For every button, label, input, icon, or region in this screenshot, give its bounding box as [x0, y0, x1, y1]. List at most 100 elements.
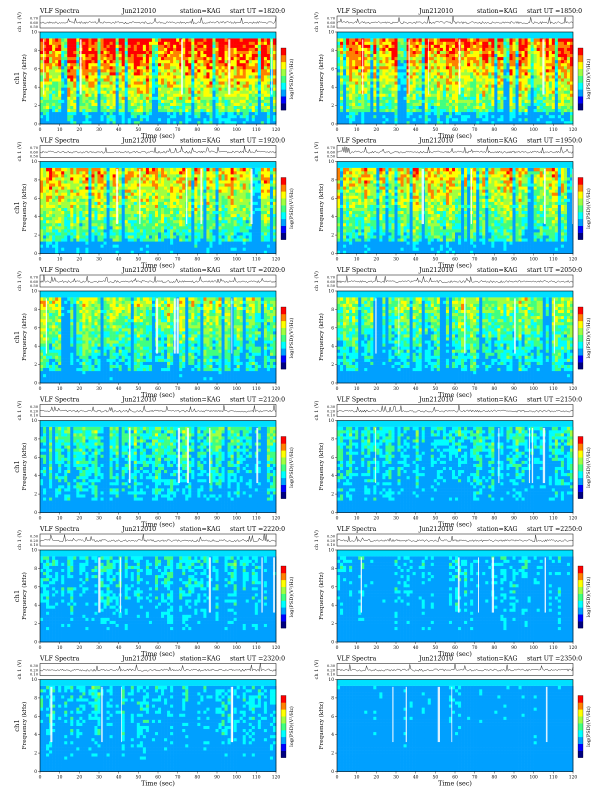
- spectrogram-cell: [209, 87, 212, 90]
- spectrogram-cell: [191, 100, 194, 103]
- spectrogram-cell: [82, 66, 85, 69]
- spectrogram-cell: [152, 115, 155, 118]
- panel-start-time: start UT =1850:0: [527, 8, 582, 15]
- spectrogram-cell: [237, 38, 240, 41]
- spectrogram-cell: [228, 118, 231, 121]
- spectrogram-cell: [55, 48, 58, 51]
- spectrogram-cell: [140, 115, 143, 118]
- spectrogram-cell: [155, 100, 158, 103]
- spectrogram-cell: [61, 78, 64, 81]
- spectrogram-cell: [252, 51, 255, 54]
- spectrogram-cell: [410, 100, 413, 103]
- spectrogram-cell: [264, 42, 267, 45]
- spectrogram-cell: [528, 103, 531, 106]
- spectrogram-cell: [246, 38, 249, 41]
- spectrogram-cell: [76, 69, 79, 72]
- spectrogram-cell: [176, 84, 179, 87]
- spectrogram-cell: [128, 81, 131, 84]
- spectrogram-cell: [58, 93, 61, 96]
- spectrogram-cell: [337, 118, 340, 121]
- spectrogram-cell: [203, 54, 206, 57]
- spectrogram-cell: [258, 42, 261, 45]
- spectrogram-cell: [407, 112, 410, 115]
- spectrogram-cell: [337, 103, 340, 106]
- spectrogram-cell: [85, 51, 88, 54]
- spectrogram-cell: [170, 45, 173, 48]
- spectrogram-cell: [46, 45, 49, 48]
- spectrogram-cell: [246, 93, 249, 96]
- spectrogram-cell: [152, 81, 155, 84]
- spectrogram-cell: [206, 42, 209, 45]
- spectrogram-cell: [85, 54, 88, 57]
- spectrogram-cell: [49, 60, 52, 63]
- spectrogram-cell: [116, 45, 119, 48]
- spectrogram-cell: [146, 48, 149, 51]
- spectrogram-cell: [497, 115, 500, 118]
- spectrogram-cell: [185, 42, 188, 45]
- spectrogram-cell: [58, 109, 61, 112]
- spectrogram-cell: [264, 115, 267, 118]
- spectrogram-cell: [243, 106, 246, 109]
- spectrogram-cell: [137, 118, 140, 121]
- spectrogram-cell: [246, 51, 249, 54]
- spectrogram-cell: [101, 60, 104, 63]
- spectrogram-cell: [170, 60, 173, 63]
- spectrogram-cell: [337, 115, 340, 118]
- spectrogram-cell: [49, 69, 52, 72]
- spectrogram-cell: [40, 97, 43, 100]
- spectrogram-cell: [509, 112, 512, 115]
- spectrogram-cell: [76, 103, 79, 106]
- spectrogram-cell: [170, 75, 173, 78]
- spectrogram-cell: [228, 97, 231, 100]
- spectrogram-cell: [449, 118, 452, 121]
- spectrogram-cell: [191, 115, 194, 118]
- spectrogram-cell: [437, 118, 440, 121]
- spectrogram-cell: [237, 48, 240, 51]
- spectrogram-cell: [422, 118, 425, 121]
- spectrogram-cell: [446, 115, 449, 118]
- spectrogram-cell: [52, 100, 55, 103]
- spectrogram-cell: [152, 63, 155, 66]
- spectrogram-cell: [231, 48, 234, 51]
- spectrogram-cell: [146, 90, 149, 93]
- spectrogram-cell: [110, 81, 113, 84]
- spectrogram-cell: [79, 100, 82, 103]
- spectrogram-cell: [249, 72, 252, 75]
- spectrogram-cell: [64, 100, 67, 103]
- spectrogram-cell: [252, 38, 255, 41]
- spectrogram-cell: [110, 112, 113, 115]
- spectrogram-cell: [182, 103, 185, 106]
- spectrogram-cell: [398, 103, 401, 106]
- spectrogram-cell: [413, 106, 416, 109]
- spectrogram-cell: [125, 63, 128, 66]
- spectrogram-cell: [197, 90, 200, 93]
- spectrogram-cell: [340, 106, 343, 109]
- spectrogram-cell: [119, 75, 122, 78]
- spectrogram-cell: [234, 66, 237, 69]
- spectrogram-cell: [234, 112, 237, 115]
- spectrogram-cell: [249, 106, 252, 109]
- spectrogram-cell: [264, 100, 267, 103]
- spectrogram-cell: [212, 93, 215, 96]
- spectrogram-cell: [422, 109, 425, 112]
- spectrogram-cell: [82, 93, 85, 96]
- spectrogram-cell: [176, 118, 179, 121]
- spectrogram-cell: [88, 78, 91, 81]
- spectrogram-cell: [143, 84, 146, 87]
- spectrogram-cell: [428, 106, 431, 109]
- spectrogram-cell: [173, 72, 176, 75]
- spectrogram-cell: [158, 93, 161, 96]
- spectrogram-cell: [119, 38, 122, 41]
- spectrogram-cell: [107, 51, 110, 54]
- spectrogram-cell: [428, 118, 431, 121]
- spectrogram-cell: [40, 84, 43, 87]
- spectrogram-cell: [240, 112, 243, 115]
- spectrogram-cell: [88, 75, 91, 78]
- spectrogram-cell: [146, 106, 149, 109]
- spectrogram-cell: [385, 106, 388, 109]
- spectrogram-cell: [264, 93, 267, 96]
- spectrogram-cell: [200, 48, 203, 51]
- spectrogram-cell: [52, 115, 55, 118]
- spectrogram-cell: [209, 69, 212, 72]
